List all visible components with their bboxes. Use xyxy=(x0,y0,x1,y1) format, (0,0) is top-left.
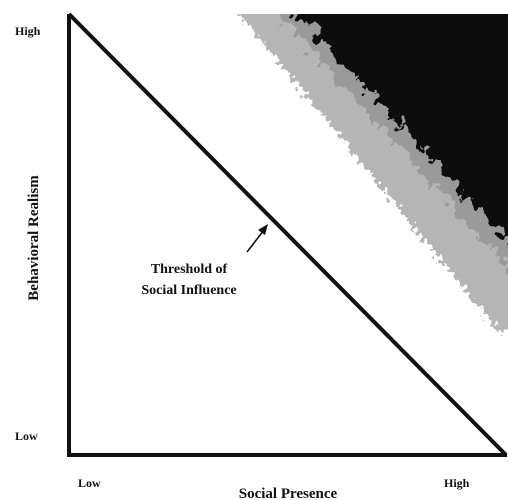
y-high-label: High xyxy=(15,24,41,38)
arrow-shaft xyxy=(246,229,265,253)
x-low-label: Low xyxy=(78,476,101,490)
arrow-head xyxy=(258,224,268,235)
annotation-line: Social Influence xyxy=(141,283,236,298)
x-axis-label: Social Presence xyxy=(239,486,338,500)
x-high-label: High xyxy=(444,476,470,490)
cloud-core xyxy=(297,14,508,242)
influence-cloud xyxy=(239,14,508,330)
annotation-line: Threshold of xyxy=(151,262,228,277)
y-low-label: Low xyxy=(15,429,38,443)
y-axis-label: Behavioral Realism xyxy=(26,175,42,301)
threshold-line xyxy=(67,12,508,457)
